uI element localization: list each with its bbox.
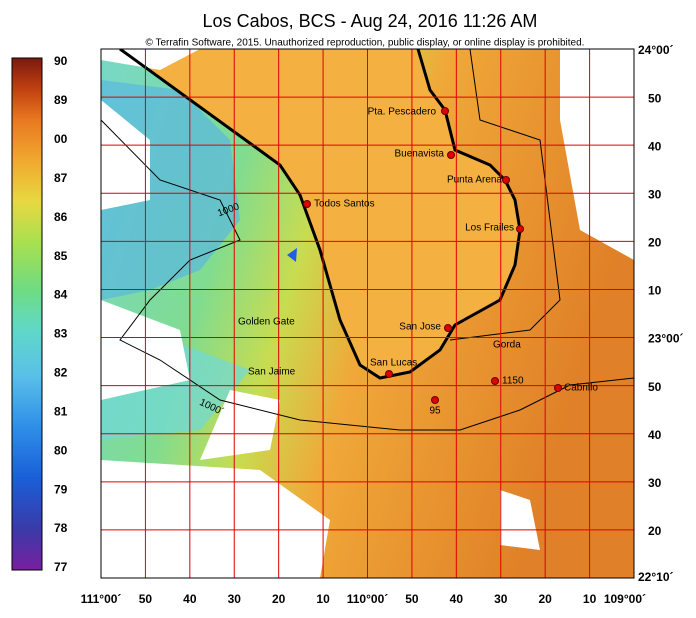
- lon-label: 10: [583, 592, 597, 606]
- colorbar-label: 81: [54, 404, 68, 418]
- place-label: San Jose: [399, 322, 441, 333]
- place-label: San Jaime: [248, 367, 296, 378]
- place-label: 95: [429, 406, 441, 417]
- place-marker: [502, 176, 510, 184]
- lat-label: 24°00´: [638, 43, 674, 57]
- lon-label: 20: [272, 592, 286, 606]
- place-label: Todos Santos: [314, 199, 375, 210]
- colorbar-label: 85: [54, 249, 68, 263]
- lon-label: 110°00´: [347, 592, 389, 606]
- lat-label: 30: [648, 476, 662, 490]
- map-frame: [100, 48, 635, 579]
- lat-label: 40: [648, 428, 662, 442]
- place-marker: [385, 370, 393, 378]
- colorbar-label: 82: [54, 366, 68, 380]
- lon-label: 10: [316, 592, 330, 606]
- place-marker: [444, 324, 452, 332]
- lat-label: 50: [648, 380, 662, 394]
- place-label: San Lucas: [370, 358, 417, 369]
- place-label: Cabrillo: [564, 383, 598, 394]
- place-marker: [554, 384, 562, 392]
- lon-label: 50: [405, 592, 419, 606]
- lat-label: 40: [648, 139, 662, 153]
- colorbar-label: 80: [54, 443, 68, 457]
- colorbar-label: 87: [54, 171, 68, 185]
- colorbar-label: 84: [54, 288, 68, 302]
- colorbar-label: 83: [54, 327, 68, 341]
- place-marker: [491, 377, 499, 385]
- lon-label: 109°00´: [604, 592, 646, 606]
- colorbar-label: 89: [54, 93, 68, 107]
- lon-label: 40: [450, 592, 464, 606]
- lat-label: 20: [648, 236, 662, 250]
- colorbar-label: 77: [54, 560, 68, 574]
- place-label: Golden Gate: [238, 317, 295, 328]
- lon-label: 30: [494, 592, 508, 606]
- lon-label: 50: [139, 592, 153, 606]
- colorbar-label: 00: [54, 132, 68, 146]
- grid: [101, 49, 634, 578]
- lat-label: 23°00´: [648, 332, 684, 346]
- colorbar-label: 90: [54, 54, 68, 68]
- colorbar: [11, 57, 43, 571]
- place-marker: [431, 396, 439, 404]
- lon-label: 30: [228, 592, 242, 606]
- lon-label: 111°00´: [81, 592, 122, 606]
- lat-label: 10: [648, 284, 662, 298]
- lat-label: 22°10´: [638, 570, 674, 584]
- colorbar-label: 78: [54, 521, 68, 535]
- lon-label: 40: [183, 592, 197, 606]
- place-label: 1150: [502, 376, 524, 387]
- place-marker: [303, 200, 311, 208]
- place-marker: [441, 107, 449, 115]
- place-label: Punta Arena: [447, 175, 502, 186]
- colorbar-label: 79: [54, 482, 68, 496]
- place-marker: [516, 225, 524, 233]
- title: Los Cabos, BCS - Aug 24, 2016 11:26 AM: [203, 11, 538, 31]
- lat-label: 30: [648, 187, 662, 201]
- lon-label: 20: [538, 592, 552, 606]
- place-label: Los Frailes: [465, 223, 514, 234]
- place-label: Pta. Pescadero: [368, 107, 437, 118]
- place-label: Gorda: [493, 340, 521, 351]
- lat-label: 20: [648, 524, 662, 538]
- place-label: Buenavista: [395, 149, 445, 160]
- copyright: © Terrafin Software, 2015. Unauthorized …: [146, 38, 585, 49]
- lat-label: 50: [648, 91, 662, 105]
- colorbar-label: 86: [54, 210, 68, 224]
- place-marker: [447, 151, 455, 159]
